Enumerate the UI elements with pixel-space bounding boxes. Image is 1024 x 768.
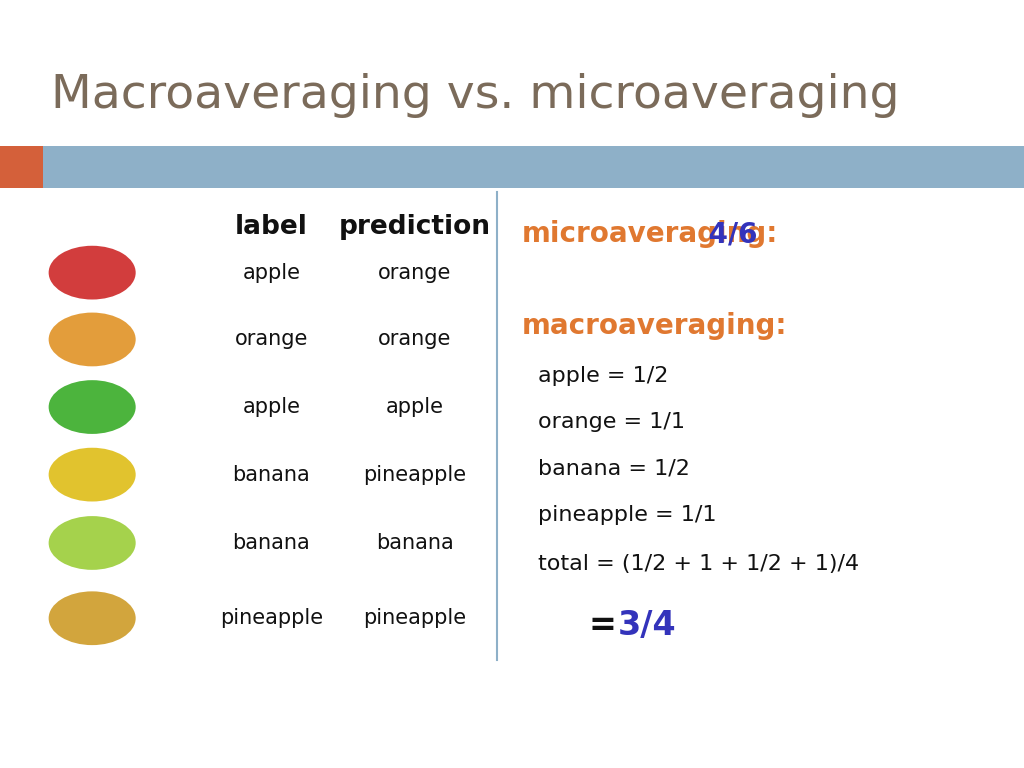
Text: =: = — [589, 610, 629, 642]
Text: label: label — [234, 214, 308, 240]
Text: 4/6: 4/6 — [698, 220, 758, 248]
Ellipse shape — [48, 448, 135, 502]
Text: pineapple: pineapple — [220, 608, 323, 628]
Text: orange: orange — [378, 329, 452, 349]
Text: prediction: prediction — [339, 214, 490, 240]
Text: banana: banana — [232, 465, 310, 485]
Text: apple = 1/2: apple = 1/2 — [538, 366, 668, 386]
Text: pineapple: pineapple — [364, 608, 466, 628]
Text: orange = 1/1: orange = 1/1 — [538, 412, 685, 432]
Text: apple: apple — [243, 263, 300, 283]
Ellipse shape — [48, 313, 135, 366]
Ellipse shape — [48, 246, 135, 300]
Bar — [0, 146, 43, 188]
Bar — [43, 146, 1024, 188]
Text: banana: banana — [232, 533, 310, 553]
Text: banana: banana — [376, 533, 454, 553]
Text: apple: apple — [243, 397, 300, 417]
Text: 3/4: 3/4 — [617, 610, 676, 642]
Text: pineapple = 1/1: pineapple = 1/1 — [538, 505, 716, 525]
Ellipse shape — [48, 516, 135, 570]
Text: total = (1/2 + 1 + 1/2 + 1)/4: total = (1/2 + 1 + 1/2 + 1)/4 — [538, 554, 859, 574]
Text: Macroaveraging vs. microaveraging: Macroaveraging vs. microaveraging — [51, 74, 900, 118]
Text: orange: orange — [378, 263, 452, 283]
Ellipse shape — [48, 380, 135, 434]
Text: microaveraging:: microaveraging: — [522, 220, 778, 248]
Text: orange: orange — [234, 329, 308, 349]
Text: macroaveraging:: macroaveraging: — [522, 313, 787, 340]
Ellipse shape — [48, 591, 135, 645]
Text: banana = 1/2: banana = 1/2 — [538, 458, 689, 478]
Text: pineapple: pineapple — [364, 465, 466, 485]
Text: apple: apple — [386, 397, 443, 417]
